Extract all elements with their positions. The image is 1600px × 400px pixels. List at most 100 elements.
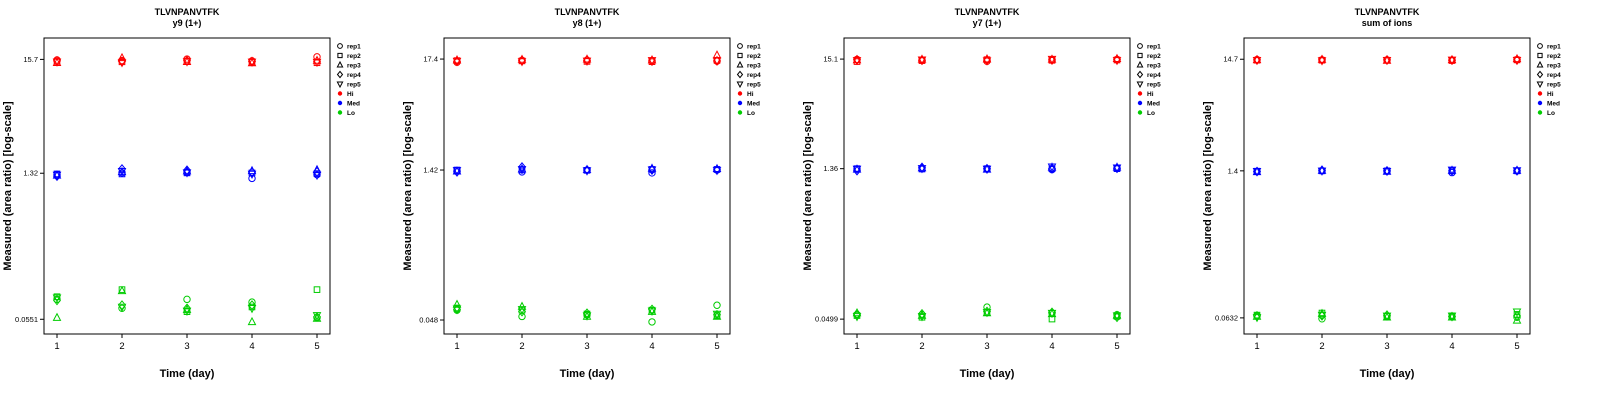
data-point xyxy=(247,316,257,326)
dot-legend-icon xyxy=(337,91,343,96)
triangle-down-legend-icon xyxy=(336,81,344,89)
diamond-legend-icon xyxy=(336,70,344,79)
data-point xyxy=(117,285,127,295)
legend-label: Hi xyxy=(1147,91,1154,98)
triangle-up-legend-icon xyxy=(1536,60,1544,68)
data-point xyxy=(1047,309,1057,319)
data-point xyxy=(582,308,592,319)
y-tick-label: 1.4 xyxy=(1228,166,1238,175)
data-point xyxy=(1447,54,1457,64)
data-point xyxy=(1512,165,1522,174)
panel-title: TLVNPANVTFK xyxy=(154,7,220,17)
data-point xyxy=(1317,165,1327,174)
data-point xyxy=(312,58,322,68)
data-point xyxy=(313,286,321,293)
square-legend-icon xyxy=(337,52,343,59)
data-point xyxy=(1252,314,1262,323)
legend-label: rep5 xyxy=(1147,81,1161,88)
legend-label: rep5 xyxy=(747,81,761,88)
dot-legend-icon xyxy=(737,100,743,106)
legend-label: rep3 xyxy=(347,62,361,69)
triangle-down-legend-icon xyxy=(736,81,744,89)
data-point xyxy=(1447,312,1457,321)
panel-subtitle: sum of ions xyxy=(1361,18,1413,28)
data-point xyxy=(582,164,592,173)
panel-title: TLVNPANVTFK xyxy=(554,7,620,17)
y-axis-ticks: 15.7 1.32 0.0551 xyxy=(15,55,44,324)
legend-label: Hi xyxy=(747,91,754,98)
data-point xyxy=(1382,57,1392,66)
dot-legend-icon xyxy=(1537,91,1543,96)
triangle-up-legend-icon xyxy=(1136,60,1144,68)
x-tick-label: 4 xyxy=(1449,341,1454,352)
x-tick-label: 1 xyxy=(454,341,459,352)
x-tick-label: 1 xyxy=(54,341,59,352)
data-point xyxy=(52,295,62,306)
data-point xyxy=(1512,315,1522,324)
legend-label: rep3 xyxy=(747,62,761,69)
legend: rep1 rep2 rep3 rep4 rep5 Hi Med Lo xyxy=(336,43,361,117)
panel-title: TLVNPANVTFK xyxy=(954,7,1020,17)
triangle-up-legend-icon xyxy=(336,60,344,68)
legend-label: rep1 xyxy=(1547,43,1561,50)
chart-panel-sum-of-ions: TLVNPANVTFK sum of ions Measured (area r… xyxy=(1200,0,1600,400)
dot-legend-icon xyxy=(1537,110,1543,115)
dot-legend-icon xyxy=(337,110,343,115)
series-Med xyxy=(52,163,322,183)
data-point xyxy=(712,167,722,176)
data-point xyxy=(917,308,927,319)
triangle-down-legend-icon xyxy=(1136,81,1144,89)
chart-panel-y9: TLVNPANVTFK y9 (1+) Measured (area ratio… xyxy=(0,0,400,400)
data-point xyxy=(247,58,257,67)
square-legend-icon xyxy=(1537,52,1543,59)
data-point xyxy=(117,59,127,68)
data-point xyxy=(852,165,862,175)
data-point xyxy=(247,305,257,314)
legend-label: rep2 xyxy=(1547,53,1561,60)
series-Lo xyxy=(1252,308,1522,324)
data-point xyxy=(517,306,527,315)
data-point xyxy=(1447,56,1457,65)
data-point xyxy=(452,167,462,176)
circle-legend-icon xyxy=(337,43,343,49)
data-point xyxy=(1112,57,1122,66)
x-tick-label: 2 xyxy=(919,341,924,352)
y-tick-label: 17.4 xyxy=(423,55,438,64)
x-tick-label: 1 xyxy=(854,341,859,352)
y-tick-label: 0.0551 xyxy=(15,315,38,324)
scatter-plot: 15.1 1.36 0.0499 1 2 3 4 5 rep1 rep2 rep3 rep4 rep5 H… xyxy=(815,37,1161,352)
data-point xyxy=(582,312,592,321)
x-axis-ticks: 1 2 3 4 5 xyxy=(54,334,320,352)
y-axis-label: Measured (area ratio) [log-scale] xyxy=(1202,101,1214,271)
data-point xyxy=(182,307,192,317)
data-point xyxy=(117,303,127,313)
data-point xyxy=(452,57,462,67)
data-point xyxy=(247,170,257,180)
legend-label: rep4 xyxy=(347,72,361,79)
series-Lo xyxy=(452,299,722,326)
panel-subtitle: y7 (1+) xyxy=(972,18,1002,28)
legend-label: rep5 xyxy=(1547,81,1561,88)
legend-label: Med xyxy=(1547,100,1560,107)
data-point xyxy=(1317,54,1327,63)
legend-label: Lo xyxy=(1147,110,1155,117)
data-point xyxy=(52,294,62,303)
data-point xyxy=(312,166,322,177)
square-legend-icon xyxy=(737,52,743,59)
y-tick-label: 15.1 xyxy=(823,55,838,64)
series-Hi xyxy=(1252,53,1522,66)
series-Med xyxy=(852,162,1122,176)
x-tick-label: 4 xyxy=(1049,341,1054,352)
y-axis-ticks: 14.7 1.4 0.0632 xyxy=(1215,55,1244,322)
y-tick-label: 0.0499 xyxy=(815,315,838,324)
data-point xyxy=(182,58,192,67)
data-point xyxy=(182,303,192,314)
plot-box xyxy=(443,37,731,335)
legend-label: Med xyxy=(347,100,360,107)
legend-label: Lo xyxy=(1547,110,1555,117)
data-point xyxy=(1512,308,1522,317)
legend-label: rep1 xyxy=(347,43,361,50)
legend-label: rep1 xyxy=(1147,43,1161,50)
dot-legend-icon xyxy=(1137,91,1143,96)
data-point xyxy=(1382,167,1392,177)
